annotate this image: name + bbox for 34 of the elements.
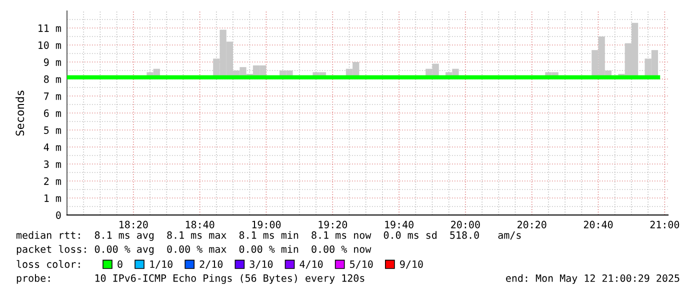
y-tick-label: 8 m (44, 75, 61, 83)
legend-label: 0 (118, 260, 122, 268)
text: end: Mon May 12 21:00:29 2025 (506, 274, 680, 284)
x-tick-label: 19:20 (318, 220, 348, 228)
x-tick-label: 20:40 (584, 220, 613, 228)
x-tick-label: 19:40 (385, 220, 414, 228)
y-tick-label: 3 m (44, 160, 61, 168)
legend-label: 3/10 (250, 260, 273, 269)
y-tick-label: 4 m (44, 144, 61, 151)
x-tick-label: 21:00 (650, 220, 680, 228)
legend-label: 4/10 (300, 260, 323, 269)
x-tick-label: 19:00 (252, 220, 281, 228)
x-tick-label: 20:20 (518, 220, 546, 228)
x-tick-label: 18:20 (120, 220, 148, 228)
y-tick-label: 7 m (44, 92, 61, 100)
legend-title: loss color: (16, 260, 80, 268)
legend-label: 1/10 (150, 260, 172, 269)
text: probe: 10 IPv6-ICMP Echo Pings (56 Bytes) every 120s (16, 274, 364, 284)
y-tick-label: 11 m (38, 24, 61, 32)
y-tick-label: 0 (56, 211, 61, 219)
y-tick-label: 10 m (38, 41, 61, 49)
y-tick-label: 2 m (44, 177, 61, 185)
text: median rtt: 8.1 ms avg 8.1 ms max 8.1 ms min 8.1 ms now 0.0 ms sd 518.0 am/s (16, 231, 521, 241)
x-tick-label: 20:00 (451, 220, 480, 228)
text: packet loss: 0.00 % avg 0.00 % max 0.00 % min 0.00 % now (16, 245, 372, 255)
x-tick-label: 18:40 (186, 220, 214, 228)
legend-label: 2/10 (200, 260, 223, 269)
y-tick-label: 5 m (44, 126, 61, 134)
y-tick-label: 6 m (44, 109, 61, 117)
y-tick-label: 1 m (44, 194, 61, 202)
y-axis-title: Seconds (16, 90, 24, 136)
y-tick-label: 9 m (44, 58, 61, 66)
legend-label: 5/10 (350, 260, 373, 269)
legend-label: 9/10 (400, 260, 423, 269)
